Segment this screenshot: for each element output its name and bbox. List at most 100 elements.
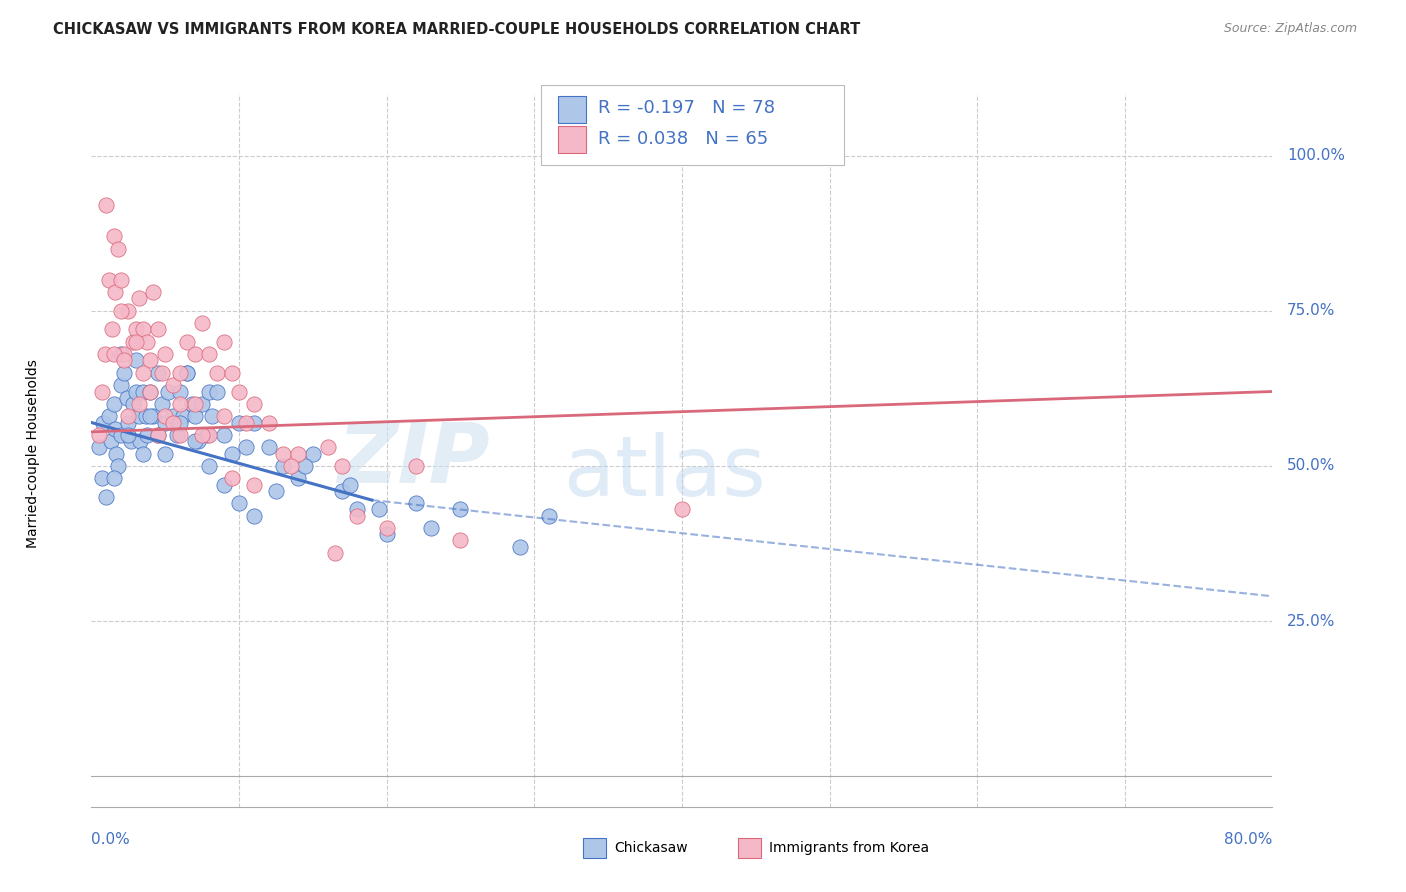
- Point: [157, 384, 180, 399]
- Point: [332, 483, 354, 498]
- Point: [146, 428, 169, 442]
- Point: [198, 384, 221, 399]
- Text: R = 0.038   N = 65: R = 0.038 N = 65: [598, 130, 768, 148]
- Point: [124, 322, 148, 336]
- Point: [117, 303, 139, 318]
- Point: [136, 428, 159, 442]
- Point: [214, 477, 236, 491]
- Point: [169, 366, 191, 380]
- Point: [294, 458, 316, 473]
- Point: [153, 446, 177, 460]
- Point: [183, 434, 207, 449]
- Point: [124, 353, 148, 368]
- Point: [205, 384, 228, 399]
- Point: [214, 428, 236, 442]
- Point: [90, 384, 112, 399]
- Point: [287, 471, 309, 485]
- Point: [142, 285, 165, 300]
- Point: [301, 446, 323, 460]
- Text: CHICKASAW VS IMMIGRANTS FROM KOREA MARRIED-COUPLE HOUSEHOLDS CORRELATION CHART: CHICKASAW VS IMMIGRANTS FROM KOREA MARRI…: [53, 22, 860, 37]
- Point: [191, 397, 214, 411]
- Point: [150, 397, 173, 411]
- Point: [162, 378, 184, 392]
- Point: [339, 477, 361, 491]
- Point: [450, 502, 472, 516]
- Point: [153, 347, 177, 361]
- Point: [117, 428, 139, 442]
- Point: [221, 446, 243, 460]
- Point: [201, 409, 224, 424]
- Point: [124, 334, 148, 349]
- Point: [332, 458, 354, 473]
- Text: ZIP: ZIP: [337, 419, 491, 500]
- Point: [180, 397, 202, 411]
- Point: [121, 397, 143, 411]
- Point: [139, 384, 162, 399]
- Point: [235, 416, 257, 430]
- Point: [110, 273, 132, 287]
- Point: [346, 502, 368, 516]
- Point: [96, 198, 118, 212]
- Point: [103, 229, 125, 244]
- Point: [112, 366, 135, 380]
- Point: [90, 471, 112, 485]
- Point: [117, 409, 139, 424]
- Point: [205, 366, 228, 380]
- Point: [146, 366, 169, 380]
- Point: [264, 483, 287, 498]
- Point: [368, 502, 391, 516]
- Point: [273, 446, 295, 460]
- Text: Immigrants from Korea: Immigrants from Korea: [769, 841, 929, 855]
- Point: [107, 458, 129, 473]
- Point: [176, 334, 198, 349]
- Point: [153, 416, 177, 430]
- Point: [243, 508, 266, 523]
- Point: [257, 441, 280, 455]
- Point: [183, 347, 207, 361]
- Point: [128, 292, 150, 306]
- Point: [169, 428, 191, 442]
- Point: [139, 384, 162, 399]
- Point: [243, 477, 266, 491]
- Point: [450, 533, 472, 548]
- Point: [115, 391, 138, 405]
- Text: 50.0%: 50.0%: [1288, 458, 1336, 474]
- Point: [176, 366, 198, 380]
- Point: [183, 409, 207, 424]
- Point: [117, 416, 139, 430]
- Point: [273, 458, 295, 473]
- Point: [198, 428, 221, 442]
- Point: [132, 446, 155, 460]
- Point: [375, 521, 398, 535]
- Point: [129, 434, 152, 449]
- Point: [198, 347, 221, 361]
- Point: [169, 416, 191, 430]
- Point: [221, 366, 243, 380]
- Point: [103, 397, 125, 411]
- Point: [104, 285, 127, 300]
- Point: [142, 409, 165, 424]
- Point: [287, 446, 309, 460]
- Point: [100, 434, 122, 449]
- Point: [153, 409, 177, 424]
- Point: [187, 434, 209, 449]
- Point: [176, 366, 198, 380]
- Point: [405, 496, 427, 510]
- Point: [87, 428, 110, 442]
- Point: [228, 384, 250, 399]
- Point: [104, 422, 127, 436]
- Point: [136, 334, 159, 349]
- Point: [162, 416, 184, 430]
- Point: [121, 334, 143, 349]
- Point: [191, 428, 214, 442]
- Point: [235, 441, 257, 455]
- Point: [91, 416, 114, 430]
- Point: [150, 366, 173, 380]
- Point: [195, 428, 218, 442]
- Point: [162, 409, 184, 424]
- Point: [228, 496, 250, 510]
- Point: [191, 316, 214, 330]
- Point: [146, 322, 169, 336]
- Point: [214, 334, 236, 349]
- Point: [257, 416, 280, 430]
